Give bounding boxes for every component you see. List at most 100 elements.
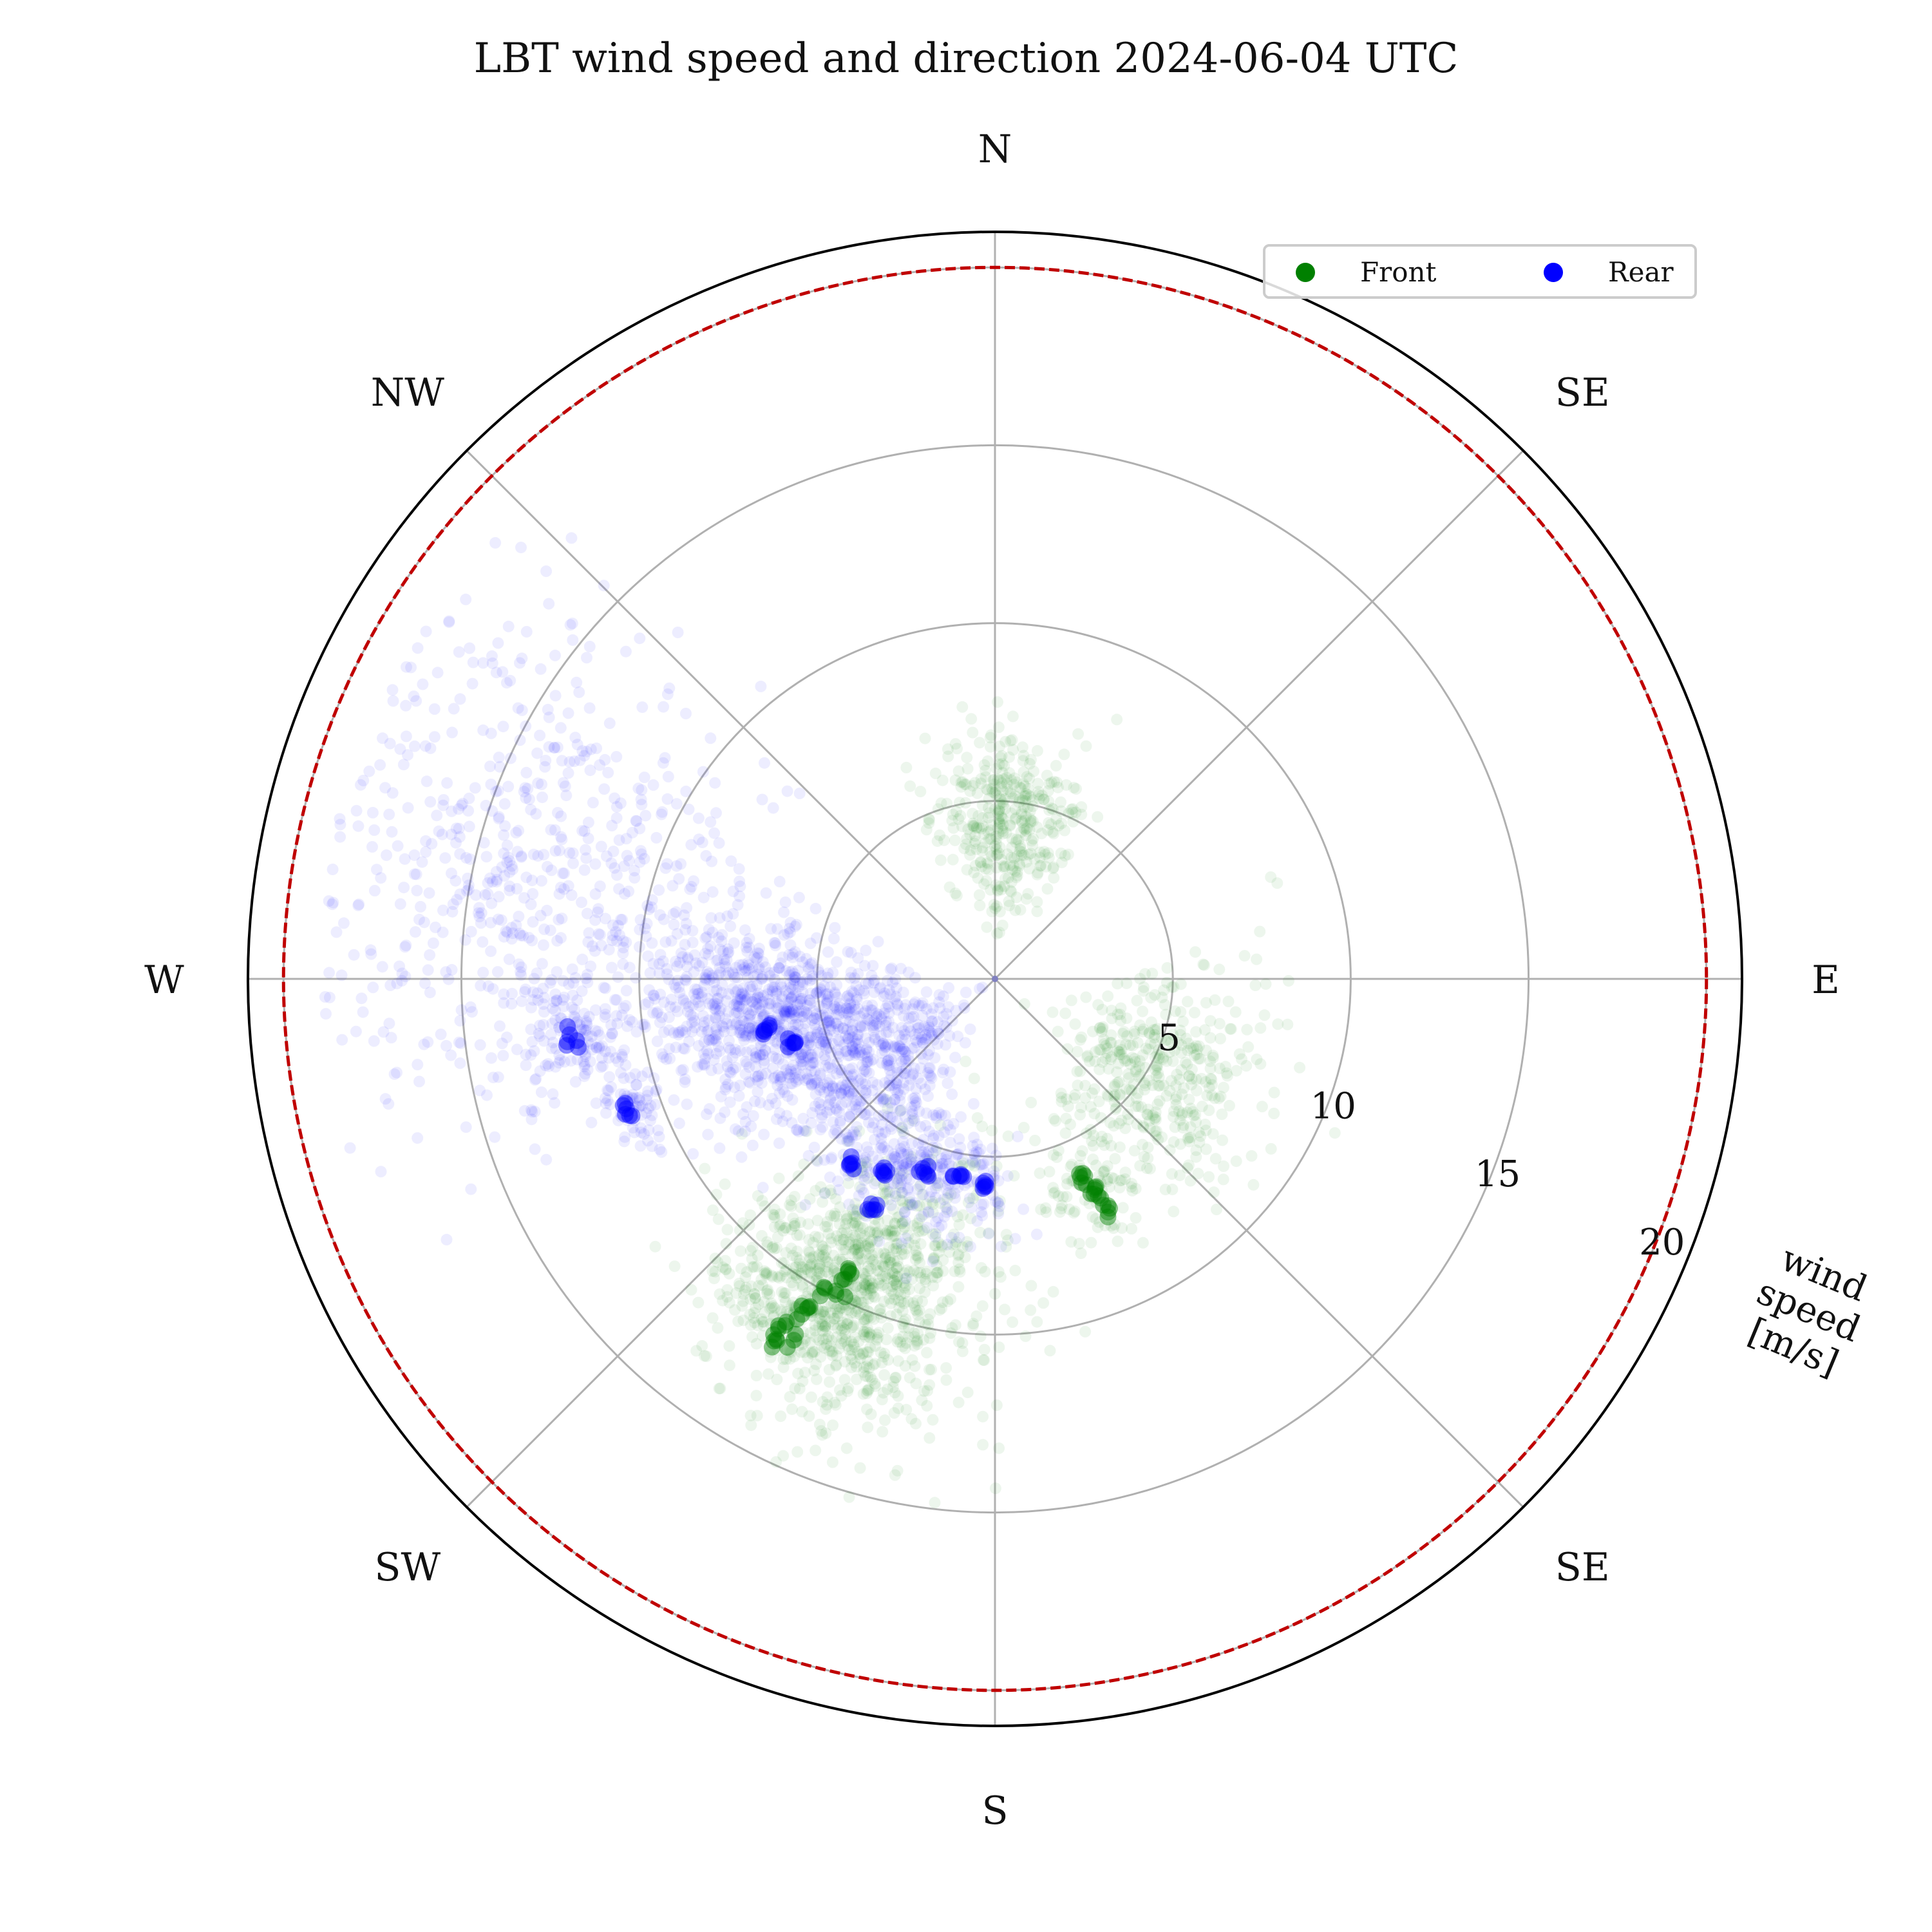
rear-point (542, 1058, 554, 1070)
rear-point (908, 1115, 920, 1128)
front-point (996, 758, 1009, 770)
front-point (1130, 1092, 1142, 1104)
front-point (1153, 1049, 1165, 1061)
rear-point (900, 1272, 913, 1284)
rear-point (595, 840, 607, 853)
front-point (1096, 1023, 1108, 1035)
front-point (997, 828, 1009, 840)
front-point (1104, 1037, 1117, 1048)
rear-point (543, 711, 555, 723)
front-point (1014, 858, 1025, 870)
rear-point (907, 1199, 919, 1211)
front-point (956, 776, 969, 788)
rear-point (534, 730, 546, 741)
front-point (815, 1240, 828, 1252)
front-point (816, 1318, 828, 1331)
front-point (1184, 1132, 1197, 1144)
front-point (1153, 1052, 1165, 1065)
front-point (943, 881, 956, 893)
front-point (968, 866, 980, 878)
rear-point (534, 1030, 546, 1042)
front-point (882, 1383, 894, 1396)
front-point (1174, 1114, 1186, 1126)
front-point (910, 1249, 922, 1262)
front-point (1055, 796, 1066, 808)
front-point (1042, 824, 1054, 836)
rear-point (634, 914, 647, 926)
front-point (1213, 1063, 1226, 1074)
front-point (1175, 1039, 1188, 1051)
rear-point (952, 1148, 965, 1160)
front-point (712, 1322, 724, 1334)
front-point (988, 778, 1000, 790)
rear-point (929, 1231, 942, 1243)
front-point (1199, 1024, 1211, 1036)
front-point (830, 1193, 842, 1205)
front-point (914, 1238, 927, 1250)
front-point (1109, 1153, 1121, 1165)
front-point (737, 1314, 750, 1327)
front-point (1003, 751, 1016, 763)
front-point (1256, 1101, 1268, 1113)
rear-point (685, 838, 697, 851)
rear-point (932, 1212, 944, 1224)
front-point (899, 1359, 911, 1372)
rear-point (400, 730, 412, 743)
front-point (735, 1262, 747, 1274)
front-point (891, 1464, 904, 1477)
front-point (1166, 1168, 1178, 1180)
rear-point (846, 1044, 858, 1056)
front-point (1031, 905, 1043, 918)
front-point (981, 921, 993, 933)
rear-point (746, 1139, 759, 1151)
rear-point (526, 934, 538, 947)
front-point (942, 750, 954, 762)
front-point (809, 1231, 821, 1243)
front-point (1198, 959, 1210, 971)
rear-point (498, 798, 511, 810)
front-point (862, 1421, 874, 1434)
front-point (997, 819, 1009, 831)
front-point (1061, 1043, 1074, 1055)
front-point (902, 1199, 914, 1211)
front-point (1201, 1090, 1213, 1102)
rear-point (831, 956, 843, 968)
front-point (972, 872, 984, 884)
front-point (806, 1258, 818, 1269)
front-point (988, 898, 1000, 911)
rear-point (737, 1108, 749, 1121)
rear-point (638, 1018, 650, 1030)
front-point (952, 765, 965, 777)
rear-point (401, 661, 412, 673)
front-point (1114, 1089, 1126, 1101)
rear-point (437, 794, 450, 806)
front-point (1022, 782, 1034, 795)
front-point (720, 1264, 732, 1276)
front-point (827, 1345, 838, 1358)
front-point (1010, 833, 1023, 846)
front-point (758, 1265, 770, 1277)
front-point (949, 834, 961, 846)
rear-point (487, 1072, 499, 1084)
front-point (993, 815, 1005, 828)
rear-point (558, 991, 570, 1003)
rear-point (867, 1025, 880, 1037)
front-point (1329, 1127, 1341, 1139)
rear-point (737, 982, 750, 994)
rear-point (895, 1104, 907, 1116)
front-point (1059, 1007, 1072, 1019)
front-point (1128, 1144, 1141, 1157)
front-point (1150, 1059, 1162, 1072)
front-point (991, 849, 1003, 861)
front-point (999, 735, 1012, 748)
front-point (1182, 1037, 1195, 1050)
rear-point (808, 1141, 820, 1153)
rear-point (585, 1117, 598, 1129)
front-point (1088, 1108, 1101, 1120)
rear-point (949, 1052, 961, 1064)
front-point (986, 1124, 998, 1137)
front-point (1207, 1052, 1219, 1064)
front-point (900, 1337, 913, 1349)
front-point (1129, 1056, 1141, 1068)
rear-point (797, 1011, 808, 1023)
